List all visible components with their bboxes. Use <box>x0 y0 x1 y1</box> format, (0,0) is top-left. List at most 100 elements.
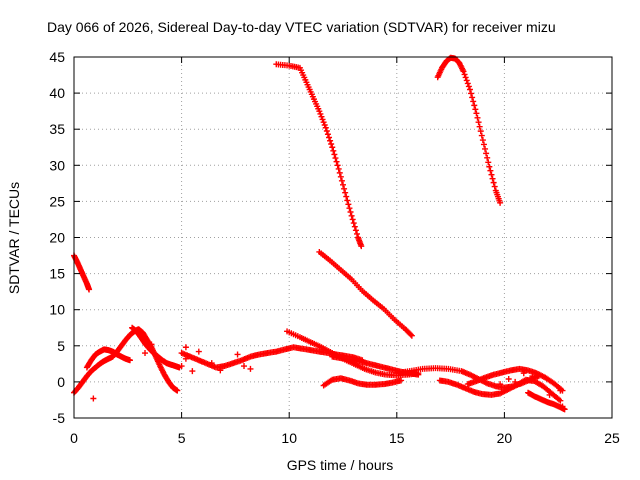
series-arc-02 <box>434 54 504 206</box>
data-point <box>328 141 335 148</box>
series-arc-13 <box>436 376 564 404</box>
data-point <box>320 119 327 126</box>
data-point <box>487 167 494 174</box>
grid-layer <box>74 57 612 418</box>
data-point <box>479 137 486 144</box>
data-point <box>546 391 553 398</box>
data-point <box>182 355 189 362</box>
data-point <box>189 368 196 375</box>
data-point <box>349 216 356 223</box>
data-point <box>489 175 496 182</box>
data-point <box>497 381 504 388</box>
y-tick-label: 40 <box>49 85 65 101</box>
y-tick-label: 30 <box>49 157 65 173</box>
x-tick-label: 15 <box>389 430 405 446</box>
data-point <box>462 74 469 81</box>
data-point <box>407 331 414 338</box>
data-point <box>208 360 215 367</box>
data-point <box>241 363 248 370</box>
data-point <box>323 128 330 135</box>
data-point <box>465 83 472 90</box>
data-point <box>86 286 93 293</box>
data-point <box>469 94 476 101</box>
data-point <box>483 150 490 157</box>
y-tick-label: 45 <box>49 49 65 65</box>
data-point <box>322 124 329 131</box>
data-point <box>148 341 155 348</box>
series-arc-01 <box>273 61 365 250</box>
data-point <box>335 165 342 172</box>
data-point <box>472 106 479 113</box>
series-arc-09 <box>178 344 366 371</box>
data-point <box>398 377 405 384</box>
points-layer <box>71 54 568 413</box>
series-arc-04 <box>71 252 93 293</box>
data-point <box>477 128 484 135</box>
data-point <box>415 371 422 378</box>
data-point <box>480 141 487 148</box>
data-point <box>475 119 482 126</box>
series-arc-11 <box>320 375 405 389</box>
data-point <box>217 367 224 374</box>
y-tick-label: 0 <box>57 374 65 390</box>
data-point <box>343 193 350 200</box>
data-point <box>324 131 331 138</box>
data-point <box>470 98 477 105</box>
data-point <box>490 179 497 186</box>
data-point <box>126 357 133 364</box>
data-point <box>195 348 202 355</box>
x-axis-label: GPS time / hours <box>287 457 394 473</box>
data-point <box>505 376 512 383</box>
data-point <box>332 155 339 162</box>
data-point <box>476 123 483 130</box>
data-point <box>234 351 241 358</box>
data-point <box>482 145 489 152</box>
x-tick-label: 10 <box>281 430 297 446</box>
data-point <box>408 332 415 339</box>
data-point <box>351 223 358 230</box>
data-point <box>161 358 168 365</box>
data-point <box>484 154 491 161</box>
data-point <box>488 171 495 178</box>
chart-title: Day 066 of 2026, Sidereal Day-to-day VTE… <box>47 19 556 35</box>
data-point <box>348 212 355 219</box>
data-point <box>474 114 481 121</box>
y-tick-label: 25 <box>49 193 65 209</box>
y-tick-label: 5 <box>57 338 65 354</box>
data-point <box>512 378 519 385</box>
data-point <box>557 397 564 404</box>
series-arc-08 <box>129 324 183 371</box>
data-point <box>471 102 478 109</box>
data-point <box>326 134 333 141</box>
data-point <box>342 189 349 196</box>
series-arc-07 <box>83 346 133 371</box>
data-point <box>358 243 365 250</box>
data-point <box>319 116 326 123</box>
data-point <box>178 363 185 370</box>
data-point <box>346 205 353 212</box>
data-point <box>340 181 346 188</box>
data-point <box>344 197 351 204</box>
data-point <box>529 373 536 380</box>
data-point <box>464 80 471 87</box>
data-point <box>327 137 334 144</box>
data-point <box>473 110 480 117</box>
data-point <box>330 147 337 154</box>
data-point <box>466 86 473 93</box>
data-point <box>486 163 493 170</box>
y-tick-label: 35 <box>49 121 65 137</box>
data-point <box>460 68 467 75</box>
data-point <box>142 350 149 357</box>
y-tick-label: 20 <box>49 230 65 246</box>
y-tick-label: 10 <box>49 302 65 318</box>
data-point <box>321 121 328 128</box>
x-tick-label: 5 <box>178 430 186 446</box>
data-point <box>497 199 504 206</box>
data-point <box>352 227 359 234</box>
series-scattered <box>90 341 566 410</box>
data-point <box>334 162 341 169</box>
data-point <box>90 395 97 402</box>
data-point <box>174 387 181 394</box>
data-point <box>478 132 485 139</box>
